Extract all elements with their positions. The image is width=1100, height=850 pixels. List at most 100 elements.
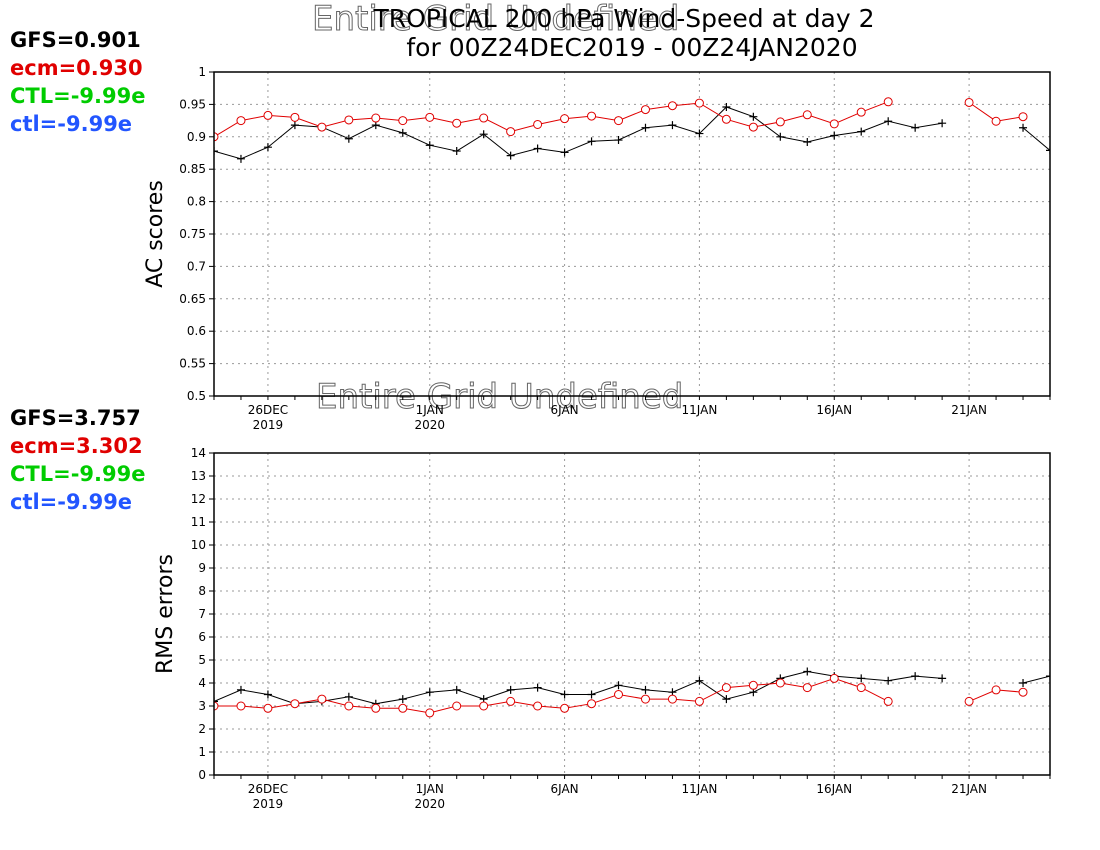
data-point <box>398 116 408 126</box>
data-point <box>641 123 650 132</box>
x-tick-sublabel: 2019 <box>253 418 284 432</box>
data-point <box>290 112 300 122</box>
data-point <box>803 667 812 676</box>
data-point <box>533 683 542 692</box>
y-tick-label: 2 <box>198 722 206 736</box>
data-point <box>506 685 515 694</box>
x-tick-label: 11JAN <box>682 403 718 417</box>
data-point <box>640 105 650 115</box>
y-tick-label: 0 <box>198 768 206 782</box>
data-point <box>263 143 272 152</box>
data-point <box>452 701 462 711</box>
data-point <box>695 129 704 138</box>
y-tick-label: 9 <box>198 561 206 575</box>
y-axis-label: RMS errors <box>153 554 178 674</box>
data-point <box>344 692 353 701</box>
series-line <box>1022 127 1050 151</box>
data-point <box>479 113 489 123</box>
data-point <box>722 695 731 704</box>
data-point <box>479 701 489 711</box>
x-tick-label: 16JAN <box>816 782 852 796</box>
data-point <box>1073 672 1081 680</box>
y-tick-label: 0.55 <box>179 357 206 371</box>
data-point <box>506 696 516 706</box>
data-point <box>695 676 704 685</box>
x-tick-label: 6JAN <box>551 782 579 796</box>
data-point <box>802 683 812 693</box>
data-point <box>214 697 218 706</box>
data-point <box>506 151 515 160</box>
y-tick-label: 13 <box>191 469 206 483</box>
data-point <box>560 114 570 124</box>
series-line <box>214 670 943 705</box>
data-point <box>263 110 273 120</box>
data-point <box>560 703 570 713</box>
data-point <box>1046 672 1050 681</box>
data-point <box>749 112 758 121</box>
x-tick-label: 1JAN <box>416 782 444 796</box>
data-point <box>214 147 218 156</box>
data-point <box>371 703 381 713</box>
x-tick-label: 6JAN <box>551 403 579 417</box>
data-point <box>1019 123 1028 132</box>
data-point <box>533 144 542 153</box>
data-point <box>857 127 866 136</box>
data-point <box>214 132 219 142</box>
data-point <box>640 694 650 704</box>
data-point <box>533 701 543 711</box>
data-point <box>857 674 866 683</box>
data-point <box>290 121 299 130</box>
data-point <box>829 673 839 683</box>
data-point <box>214 701 219 711</box>
data-point <box>722 102 731 111</box>
y-tick-label: 0.75 <box>179 227 206 241</box>
ghost-text-top: Entire Grid Undefined <box>312 0 679 39</box>
x-tick-label: 26DEC <box>248 782 288 796</box>
data-point <box>506 127 516 137</box>
y-tick-label: 12 <box>191 492 206 506</box>
data-point <box>964 696 974 706</box>
data-point <box>884 676 893 685</box>
x-tick-sublabel: 2020 <box>414 418 445 432</box>
x-tick-label: 21JAN <box>951 403 987 417</box>
data-point <box>856 683 866 693</box>
data-point <box>694 98 704 108</box>
data-point <box>452 685 461 694</box>
data-point <box>371 113 381 123</box>
data-point <box>668 121 677 130</box>
series-gfs <box>214 102 1050 163</box>
data-point <box>425 688 434 697</box>
data-point <box>533 119 543 129</box>
series-line <box>214 106 943 160</box>
y-tick-label: 6 <box>198 630 206 644</box>
data-point <box>991 116 1001 126</box>
data-point <box>425 141 434 150</box>
data-point <box>911 672 920 681</box>
data-point <box>667 694 677 704</box>
data-point <box>938 119 947 128</box>
stat-label: GFS=0.901 <box>10 28 141 52</box>
x-tick-label: 26DEC <box>248 403 288 417</box>
data-point <box>775 117 785 127</box>
x-tick-sublabel: 2020 <box>414 797 445 811</box>
data-point <box>614 116 624 126</box>
data-point <box>263 690 272 699</box>
data-point <box>614 681 623 690</box>
data-point <box>425 708 435 718</box>
data-point <box>802 110 812 120</box>
series-gfs <box>214 667 1081 708</box>
ac-scores-panel: GFS=0.901 ecm=0.930 CTL=-9.99e ctl=-9.99e AC… <box>10 28 1051 432</box>
data-point <box>964 97 974 107</box>
x-tick-label: 16JAN <box>816 403 852 417</box>
data-point <box>721 683 731 693</box>
plot-frame <box>213 71 1051 397</box>
data-point <box>667 101 677 111</box>
data-point <box>614 136 623 145</box>
data-point <box>1018 112 1028 122</box>
y-tick-label: 0.9 <box>187 130 206 144</box>
y-tick-label: 7 <box>198 607 206 621</box>
series-ecm <box>214 673 1028 718</box>
data-point <box>830 131 839 140</box>
stat-label: ecm=0.930 <box>10 56 143 80</box>
